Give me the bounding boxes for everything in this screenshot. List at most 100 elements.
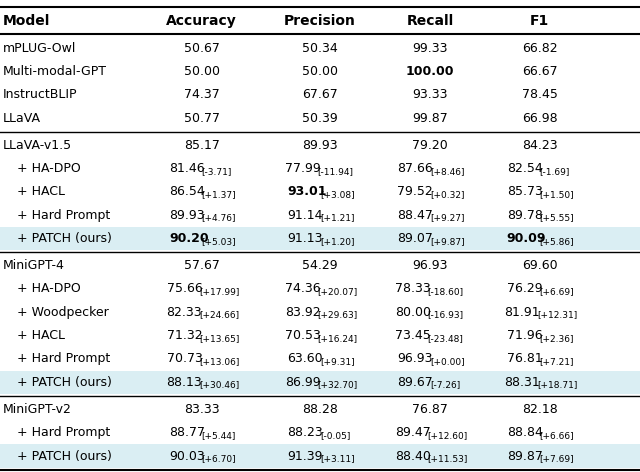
Text: 69.60: 69.60 xyxy=(522,259,557,272)
Text: 82.33: 82.33 xyxy=(166,306,202,319)
Text: [-0.05]: [-0.05] xyxy=(320,431,350,440)
Text: [+5.55]: [+5.55] xyxy=(540,213,574,222)
Text: [-16.93]: [-16.93] xyxy=(428,311,463,320)
Text: [+1.21]: [+1.21] xyxy=(320,213,355,222)
Text: 77.99: 77.99 xyxy=(285,162,321,175)
Text: 74.37: 74.37 xyxy=(184,88,220,101)
Text: 66.82: 66.82 xyxy=(522,42,557,54)
Text: [+1.50]: [+1.50] xyxy=(540,190,574,199)
Text: Precision: Precision xyxy=(284,14,356,28)
Text: [+5.44]: [+5.44] xyxy=(202,431,236,440)
Text: 79.52: 79.52 xyxy=(397,185,433,198)
Text: MiniGPT-4: MiniGPT-4 xyxy=(3,259,65,272)
Text: 90.20: 90.20 xyxy=(169,232,209,245)
Text: 84.23: 84.23 xyxy=(522,139,557,152)
Text: 66.98: 66.98 xyxy=(522,111,557,125)
Text: + PATCH (ours): + PATCH (ours) xyxy=(17,376,112,389)
Text: [+20.07]: [+20.07] xyxy=(317,287,358,296)
Text: [+1.20]: [+1.20] xyxy=(320,237,355,246)
Text: 70.53: 70.53 xyxy=(285,329,321,342)
Text: 87.66: 87.66 xyxy=(397,162,433,175)
Text: + PATCH (ours): + PATCH (ours) xyxy=(17,450,112,463)
Bar xyxy=(0,371,640,394)
Text: [+18.71]: [+18.71] xyxy=(537,380,577,389)
Text: 85.17: 85.17 xyxy=(184,139,220,152)
Text: + Woodpecker: + Woodpecker xyxy=(17,306,109,319)
Text: [+9.87]: [+9.87] xyxy=(430,237,465,246)
Text: [-23.48]: [-23.48] xyxy=(428,334,463,343)
Text: [+8.46]: [+8.46] xyxy=(430,167,465,176)
Text: 100.00: 100.00 xyxy=(406,65,454,78)
Text: [-3.71]: [-3.71] xyxy=(202,167,232,176)
Text: [+5.03]: [+5.03] xyxy=(202,237,236,246)
Text: 63.60: 63.60 xyxy=(287,353,323,365)
Text: 93.33: 93.33 xyxy=(412,88,448,101)
Text: 88.31: 88.31 xyxy=(504,376,540,389)
Text: [+29.63]: [+29.63] xyxy=(317,311,358,320)
Text: 82.18: 82.18 xyxy=(522,403,557,416)
Text: 57.67: 57.67 xyxy=(184,259,220,272)
Text: 88.47: 88.47 xyxy=(397,209,433,222)
Text: 70.73: 70.73 xyxy=(166,353,202,365)
Text: [+0.32]: [+0.32] xyxy=(430,190,465,199)
Text: 85.73: 85.73 xyxy=(507,185,543,198)
Text: 76.81: 76.81 xyxy=(507,353,543,365)
Text: [-1.69]: [-1.69] xyxy=(540,167,570,176)
Text: 89.07: 89.07 xyxy=(397,232,433,245)
Text: 50.39: 50.39 xyxy=(302,111,338,125)
Text: 67.67: 67.67 xyxy=(302,88,338,101)
Text: 73.45: 73.45 xyxy=(395,329,431,342)
Text: 78.45: 78.45 xyxy=(522,88,557,101)
Text: 50.00: 50.00 xyxy=(302,65,338,78)
Text: 86.54: 86.54 xyxy=(169,185,205,198)
Text: [+0.00]: [+0.00] xyxy=(430,357,465,366)
Text: 66.67: 66.67 xyxy=(522,65,557,78)
Text: 88.13: 88.13 xyxy=(166,376,202,389)
Text: 83.33: 83.33 xyxy=(184,403,220,416)
Text: + PATCH (ours): + PATCH (ours) xyxy=(17,232,112,245)
Text: [+13.06]: [+13.06] xyxy=(199,357,239,366)
Text: [+13.65]: [+13.65] xyxy=(199,334,239,343)
Text: + Hard Prompt: + Hard Prompt xyxy=(17,353,111,365)
Text: Model: Model xyxy=(3,14,51,28)
Text: 96.93: 96.93 xyxy=(412,259,448,272)
Text: Recall: Recall xyxy=(406,14,454,28)
Text: [+6.69]: [+6.69] xyxy=(540,287,574,296)
Text: 86.99: 86.99 xyxy=(285,376,321,389)
Text: 93.01: 93.01 xyxy=(287,185,327,198)
Bar xyxy=(0,445,640,468)
Text: [+2.36]: [+2.36] xyxy=(540,334,574,343)
Text: 76.29: 76.29 xyxy=(507,282,543,295)
Text: 89.67: 89.67 xyxy=(397,376,433,389)
Text: [+12.31]: [+12.31] xyxy=(537,311,577,320)
Text: 74.36: 74.36 xyxy=(285,282,321,295)
Text: F1: F1 xyxy=(530,14,549,28)
Text: [+9.27]: [+9.27] xyxy=(430,213,465,222)
Text: + HA-DPO: + HA-DPO xyxy=(17,282,81,295)
Text: [+9.31]: [+9.31] xyxy=(320,357,355,366)
Text: 82.54: 82.54 xyxy=(507,162,543,175)
Text: [+3.11]: [+3.11] xyxy=(320,455,355,464)
Text: 50.00: 50.00 xyxy=(184,65,220,78)
Text: 54.29: 54.29 xyxy=(302,259,338,272)
Text: [+3.08]: [+3.08] xyxy=(320,190,355,199)
Text: 88.77: 88.77 xyxy=(169,426,205,439)
Text: [+16.24]: [+16.24] xyxy=(317,334,358,343)
Text: + Hard Prompt: + Hard Prompt xyxy=(17,209,111,222)
Text: Accuracy: Accuracy xyxy=(166,14,237,28)
Text: 99.87: 99.87 xyxy=(412,111,448,125)
Text: 91.39: 91.39 xyxy=(287,450,323,463)
Text: + HACL: + HACL xyxy=(17,185,65,198)
Text: [+24.66]: [+24.66] xyxy=(199,311,239,320)
Text: 50.67: 50.67 xyxy=(184,42,220,54)
Text: 88.40: 88.40 xyxy=(395,450,431,463)
Text: MiniGPT-v2: MiniGPT-v2 xyxy=(3,403,72,416)
Text: [+11.53]: [+11.53] xyxy=(428,455,468,464)
Text: InstructBLIP: InstructBLIP xyxy=(3,88,77,101)
Text: 81.91: 81.91 xyxy=(504,306,540,319)
Text: 71.96: 71.96 xyxy=(507,329,543,342)
Text: + HA-DPO: + HA-DPO xyxy=(17,162,81,175)
Text: [-18.60]: [-18.60] xyxy=(428,287,463,296)
Text: 90.03: 90.03 xyxy=(169,450,205,463)
Text: [+32.70]: [+32.70] xyxy=(317,380,358,389)
